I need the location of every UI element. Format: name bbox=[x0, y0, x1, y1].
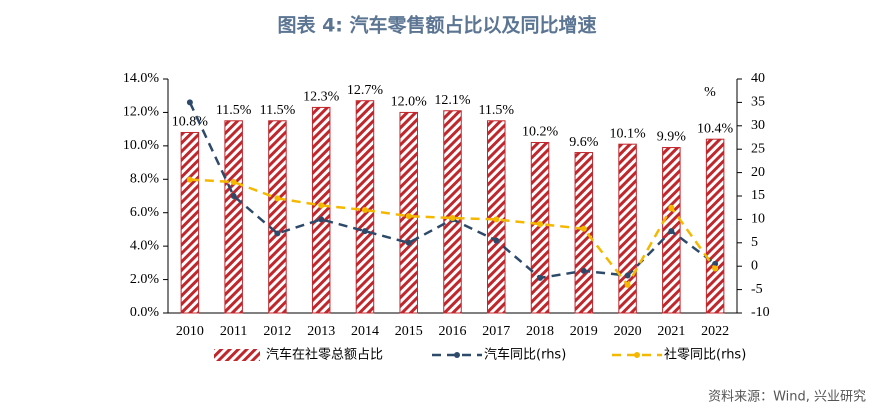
value-label: 9.9% bbox=[657, 130, 687, 145]
y2-tick-label: 10 bbox=[751, 212, 765, 227]
y-tick-label: 0.0% bbox=[130, 305, 160, 320]
bar bbox=[180, 131, 200, 314]
y2-unit: % bbox=[704, 85, 716, 100]
x-tick-label: 2021 bbox=[657, 324, 685, 339]
legend-label: 汽车同比(rhs) bbox=[484, 347, 566, 363]
y2-tick-label: -10 bbox=[751, 305, 770, 320]
point bbox=[537, 274, 544, 281]
y2-tick-label: -5 bbox=[751, 282, 763, 297]
x-tick-label: 2012 bbox=[263, 324, 291, 339]
y-tick-label: 10.0% bbox=[123, 138, 160, 153]
point bbox=[405, 213, 412, 220]
legend-label: 社零同比(rhs) bbox=[664, 347, 746, 363]
bar bbox=[574, 152, 594, 314]
point bbox=[186, 176, 193, 183]
y-tick-label: 8.0% bbox=[130, 172, 160, 187]
y-tick-label: 14.0% bbox=[123, 71, 160, 86]
value-label: 12.1% bbox=[434, 93, 471, 108]
y2-tick-label: 35 bbox=[751, 95, 765, 110]
point bbox=[493, 216, 500, 223]
y2-tick-label: 30 bbox=[751, 118, 765, 133]
point bbox=[318, 216, 325, 223]
value-label: 12.7% bbox=[347, 83, 384, 98]
bar bbox=[705, 138, 725, 314]
x-tick-label: 2016 bbox=[439, 324, 467, 339]
y2-tick-label: 25 bbox=[751, 141, 765, 156]
bar bbox=[224, 120, 243, 314]
x-tick-label: 2019 bbox=[570, 324, 598, 339]
point bbox=[361, 207, 368, 214]
point bbox=[230, 178, 237, 185]
x-tick-label: 2015 bbox=[395, 324, 423, 339]
point bbox=[580, 267, 587, 274]
value-label: 10.4% bbox=[697, 121, 734, 136]
bar bbox=[268, 120, 287, 314]
x-tick-label: 2018 bbox=[526, 324, 554, 339]
x-tick-label: 2010 bbox=[176, 324, 204, 339]
bar bbox=[443, 110, 462, 314]
point bbox=[449, 214, 456, 221]
point bbox=[274, 230, 281, 237]
point bbox=[361, 228, 368, 235]
value-label: 12.0% bbox=[391, 95, 428, 110]
value-label: 10.8% bbox=[172, 115, 209, 130]
bar bbox=[530, 142, 550, 314]
value-label: 11.5% bbox=[260, 103, 296, 118]
source-note: 资料来源：Wind, 兴业研究 bbox=[708, 390, 866, 405]
value-label: 12.3% bbox=[303, 90, 340, 105]
value-label: 11.5% bbox=[478, 103, 514, 118]
y2-tick-label: 5 bbox=[751, 235, 758, 250]
y2-tick-label: 15 bbox=[751, 188, 765, 203]
bar bbox=[355, 100, 375, 314]
x-tick-label: 2017 bbox=[482, 324, 510, 339]
value-label: 10.2% bbox=[522, 125, 559, 140]
legend-marker bbox=[634, 352, 640, 358]
point bbox=[230, 193, 237, 199]
point bbox=[186, 99, 193, 106]
point bbox=[668, 204, 675, 211]
y-tick-label: 6.0% bbox=[130, 205, 160, 220]
value-label: 11.5% bbox=[216, 103, 252, 118]
bar bbox=[311, 106, 331, 314]
y2-tick-label: 20 bbox=[751, 165, 765, 180]
y2-tick-label: 0 bbox=[751, 258, 758, 273]
x-tick-label: 2011 bbox=[220, 324, 247, 339]
x-tick-label: 2020 bbox=[614, 324, 642, 339]
chart-title: 图表 4: 汽车零售额占比以及同比增速 bbox=[277, 14, 596, 37]
x-tick-label: 2014 bbox=[351, 324, 379, 339]
point bbox=[624, 281, 631, 288]
value-label: 10.1% bbox=[609, 126, 646, 141]
point bbox=[668, 228, 675, 235]
point bbox=[580, 225, 587, 232]
point bbox=[493, 237, 500, 244]
point bbox=[405, 239, 412, 246]
point bbox=[712, 265, 719, 272]
x-tick-label: 2013 bbox=[307, 324, 335, 339]
y2-tick-label: 40 bbox=[751, 71, 765, 86]
point bbox=[624, 272, 631, 279]
legend-marker bbox=[454, 352, 460, 358]
y-tick-label: 12.0% bbox=[123, 105, 160, 120]
value-label: 9.6% bbox=[569, 135, 599, 150]
legend-swatch bbox=[214, 349, 260, 361]
point bbox=[274, 195, 281, 202]
legend-label: 汽车在社零总额占比 bbox=[266, 347, 383, 363]
point bbox=[318, 202, 325, 209]
y-tick-label: 2.0% bbox=[130, 272, 160, 287]
point bbox=[537, 221, 544, 228]
x-tick-label: 2022 bbox=[701, 324, 729, 339]
bar bbox=[399, 111, 418, 314]
y-tick-label: 4.0% bbox=[130, 238, 160, 253]
